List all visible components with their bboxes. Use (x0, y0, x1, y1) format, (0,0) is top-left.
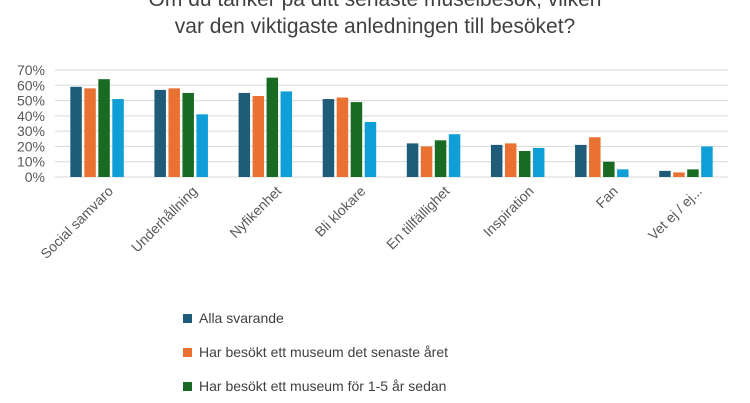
legend-swatch (183, 347, 192, 357)
bar (238, 92, 251, 177)
bar (589, 137, 601, 177)
bar (701, 146, 713, 177)
y-tick-label: 70% (17, 62, 45, 78)
y-tick-label: 20% (17, 138, 45, 154)
bar (168, 88, 180, 177)
bar (532, 147, 545, 177)
bar-chart: 0%10%20%30%40%50%60%70% Social samvaro Und… (17, 62, 728, 262)
legend-label: Alla svarande (199, 310, 284, 326)
bar (659, 170, 671, 177)
chart-title: Om du tänker på ditt senaste museibesök,… (0, 0, 750, 40)
bar (252, 95, 265, 177)
chart-legend: Alla svarande Har besökt ett museum det s… (183, 301, 448, 403)
bar (98, 79, 110, 177)
bar (504, 143, 517, 177)
bar (603, 161, 615, 177)
x-tick-label: Social samvaro (37, 183, 116, 262)
bar (336, 97, 349, 177)
y-tick-label: 10% (17, 154, 45, 170)
y-tick-label: 60% (17, 77, 45, 93)
legend-label: Har besökt ett museum det senaste året (199, 344, 449, 360)
bar (575, 144, 587, 177)
bar (280, 91, 293, 177)
bar (617, 169, 629, 177)
x-tick-label: Nyfikenhet (226, 183, 284, 241)
y-tick-label: 30% (17, 123, 45, 139)
bar (196, 114, 208, 177)
bar (687, 169, 699, 177)
legend-swatch (183, 313, 192, 323)
bar (518, 151, 531, 177)
legend-label: Har besökt ett museum för 1-5 år sedan (199, 378, 447, 394)
chart-title-line-2: var den viktigaste anledningen till besö… (174, 15, 576, 38)
x-tick-label: Bli klokare (312, 183, 369, 240)
y-tick-label: 50% (17, 93, 45, 109)
chart-title-line-1: Om du tänker på ditt senaste museibesök,… (0, 0, 750, 13)
bar (490, 144, 503, 177)
bar (448, 134, 461, 177)
bar (364, 121, 377, 177)
legend-swatch (183, 381, 192, 391)
x-tick-label: Underhållning (128, 183, 200, 255)
bar (406, 143, 419, 177)
legend-item: Har besökt ett museum det senaste året (183, 335, 448, 369)
bar (84, 88, 96, 177)
bar (434, 140, 447, 177)
legend-item: Har besökt ett museum för 1-5 år sedan (183, 369, 448, 403)
x-tick-label: En tillfällighet (383, 183, 453, 253)
y-tick-label: 0% (25, 169, 45, 185)
bar (322, 99, 335, 177)
x-tick-label: Fan (593, 183, 621, 211)
bar (673, 172, 685, 177)
bar (182, 92, 194, 177)
x-tick-label: Inspiration (480, 183, 537, 240)
bar (420, 146, 433, 177)
bar (350, 102, 363, 177)
bar (70, 86, 82, 177)
bar (266, 77, 279, 177)
legend-item: Alla svarande (183, 301, 448, 335)
y-tick-label: 40% (17, 108, 45, 124)
x-tick-label: Vet ej / ej... (645, 183, 705, 243)
bar (154, 89, 166, 177)
bar (112, 99, 124, 177)
